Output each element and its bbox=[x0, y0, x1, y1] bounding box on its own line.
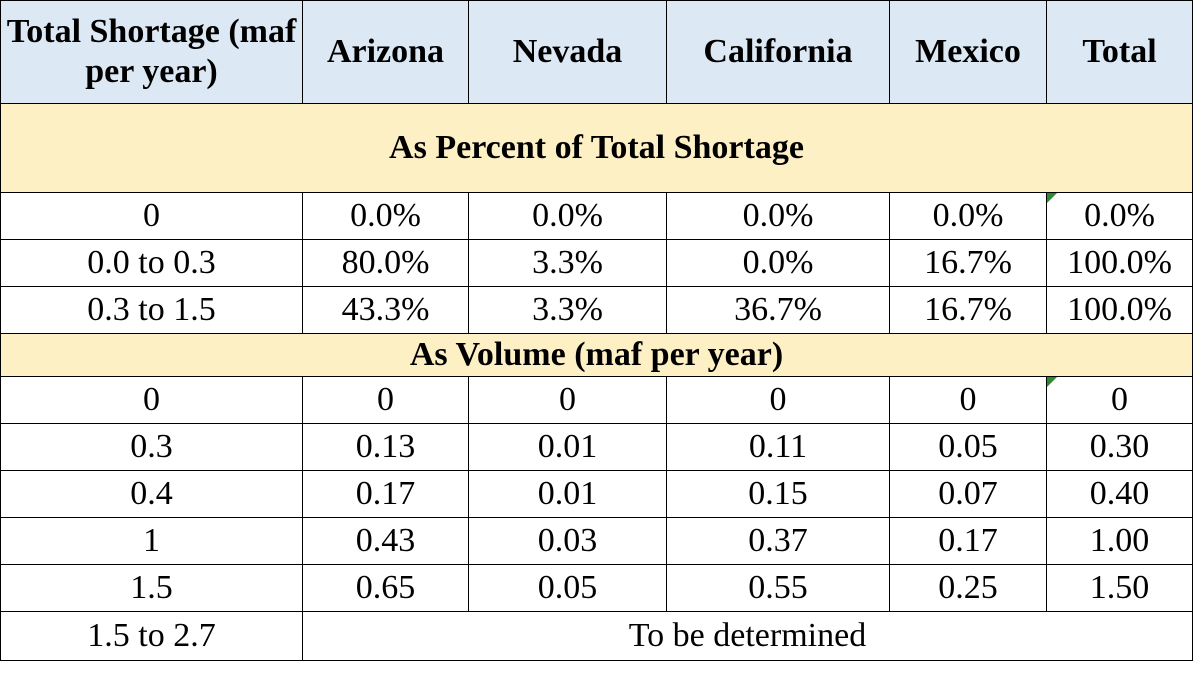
cell-mexico: 0.17 bbox=[889, 517, 1047, 565]
cell-california: 0.37 bbox=[666, 517, 890, 565]
header-row: Total Shortage (maf per year) Arizona Ne… bbox=[0, 0, 1193, 104]
table-row-tbd: 1.5 to 2.7 To be determined bbox=[0, 611, 1193, 661]
section-row-volume: As Volume (maf per year) bbox=[0, 333, 1193, 377]
cell-california: 0.15 bbox=[666, 470, 890, 518]
comment-marker-icon bbox=[1047, 377, 1057, 387]
cell-arizona: 0.43 bbox=[302, 517, 469, 565]
cell-total: 1.00 bbox=[1046, 517, 1193, 565]
cell-nevada: 0.01 bbox=[468, 423, 667, 471]
cell-mexico: 16.7% bbox=[889, 286, 1047, 334]
section-title-percent: As Percent of Total Shortage bbox=[0, 103, 1193, 193]
cell-total: 0.0% bbox=[1084, 197, 1155, 234]
cell-mexico: 0 bbox=[889, 376, 1047, 424]
table-row: 0.0 to 0.3 80.0% 3.3% 0.0% 16.7% 100.0% bbox=[0, 239, 1193, 287]
cell-nevada: 3.3% bbox=[468, 286, 667, 334]
cell-total: 0.40 bbox=[1046, 470, 1193, 518]
cell-total: 100.0% bbox=[1046, 286, 1193, 334]
header-california: California bbox=[666, 0, 890, 104]
cell-arizona: 0.65 bbox=[302, 564, 469, 612]
header-arizona: Arizona bbox=[302, 0, 469, 104]
cell-mexico: 0.05 bbox=[889, 423, 1047, 471]
row-label: 0.0 to 0.3 bbox=[0, 239, 303, 287]
cell-california: 0.55 bbox=[666, 564, 890, 612]
header-mexico: Mexico bbox=[889, 0, 1047, 104]
to-be-determined-note: To be determined bbox=[302, 611, 1193, 661]
table-row: 1 0.43 0.03 0.37 0.17 1.00 bbox=[0, 517, 1193, 565]
cell-california: 0.11 bbox=[666, 423, 890, 471]
table-row: 0 0.0% 0.0% 0.0% 0.0% 0.0% bbox=[0, 192, 1193, 240]
cell-total-with-comment[interactable]: 0 bbox=[1046, 376, 1193, 424]
cell-mexico: 0.0% bbox=[889, 192, 1047, 240]
table-row: 0.3 0.13 0.01 0.11 0.05 0.30 bbox=[0, 423, 1193, 471]
cell-arizona: 0.13 bbox=[302, 423, 469, 471]
cell-nevada: 0.01 bbox=[468, 470, 667, 518]
cell-nevada: 0.03 bbox=[468, 517, 667, 565]
cell-nevada: 0 bbox=[468, 376, 667, 424]
row-label: 0 bbox=[0, 376, 303, 424]
section-title-volume: As Volume (maf per year) bbox=[0, 333, 1193, 377]
table-row: 0 0 0 0 0 0 bbox=[0, 376, 1193, 424]
row-label: 0 bbox=[0, 192, 303, 240]
cell-arizona: 0.17 bbox=[302, 470, 469, 518]
cell-mexico: 0.25 bbox=[889, 564, 1047, 612]
comment-marker-icon bbox=[1047, 193, 1057, 203]
cell-california: 0.0% bbox=[666, 239, 890, 287]
cell-total: 100.0% bbox=[1046, 239, 1193, 287]
table-row: 0.4 0.17 0.01 0.15 0.07 0.40 bbox=[0, 470, 1193, 518]
table-row: 0.3 to 1.5 43.3% 3.3% 36.7% 16.7% 100.0% bbox=[0, 286, 1193, 334]
header-total: Total bbox=[1046, 0, 1193, 104]
row-label: 1.5 bbox=[0, 564, 303, 612]
section-row-percent: As Percent of Total Shortage bbox=[0, 103, 1193, 193]
cell-total: 0.30 bbox=[1046, 423, 1193, 471]
cell-arizona: 43.3% bbox=[302, 286, 469, 334]
cell-nevada: 0.0% bbox=[468, 192, 667, 240]
cell-mexico: 0.07 bbox=[889, 470, 1047, 518]
cell-california: 0 bbox=[666, 376, 890, 424]
header-total-shortage: Total Shortage (maf per year) bbox=[0, 0, 303, 104]
row-label: 1.5 to 2.7 bbox=[0, 611, 303, 661]
shortage-table: Total Shortage (maf per year) Arizona Ne… bbox=[0, 0, 1193, 661]
cell-california: 36.7% bbox=[666, 286, 890, 334]
cell-arizona: 0 bbox=[302, 376, 469, 424]
table-row: 1.5 0.65 0.05 0.55 0.25 1.50 bbox=[0, 564, 1193, 612]
cell-nevada: 3.3% bbox=[468, 239, 667, 287]
cell-total: 0 bbox=[1111, 381, 1128, 418]
cell-mexico: 16.7% bbox=[889, 239, 1047, 287]
cell-california: 0.0% bbox=[666, 192, 890, 240]
cell-total: 1.50 bbox=[1046, 564, 1193, 612]
cell-total-with-comment[interactable]: 0.0% bbox=[1046, 192, 1193, 240]
cell-nevada: 0.05 bbox=[468, 564, 667, 612]
row-label: 0.3 to 1.5 bbox=[0, 286, 303, 334]
row-label: 0.3 bbox=[0, 423, 303, 471]
cell-arizona: 80.0% bbox=[302, 239, 469, 287]
cell-arizona: 0.0% bbox=[302, 192, 469, 240]
row-label: 1 bbox=[0, 517, 303, 565]
header-nevada: Nevada bbox=[468, 0, 667, 104]
row-label: 0.4 bbox=[0, 470, 303, 518]
